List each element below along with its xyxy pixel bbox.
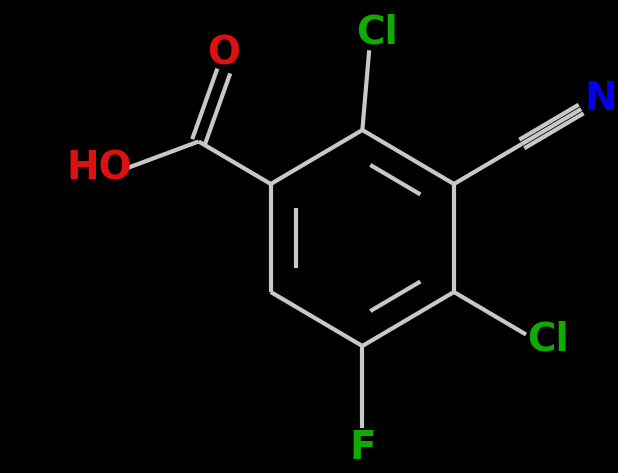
Text: Cl: Cl: [356, 13, 398, 51]
Text: F: F: [349, 429, 376, 467]
Text: N: N: [585, 80, 617, 118]
Text: HO: HO: [67, 149, 132, 187]
Text: Cl: Cl: [527, 321, 569, 359]
Text: O: O: [207, 34, 240, 72]
